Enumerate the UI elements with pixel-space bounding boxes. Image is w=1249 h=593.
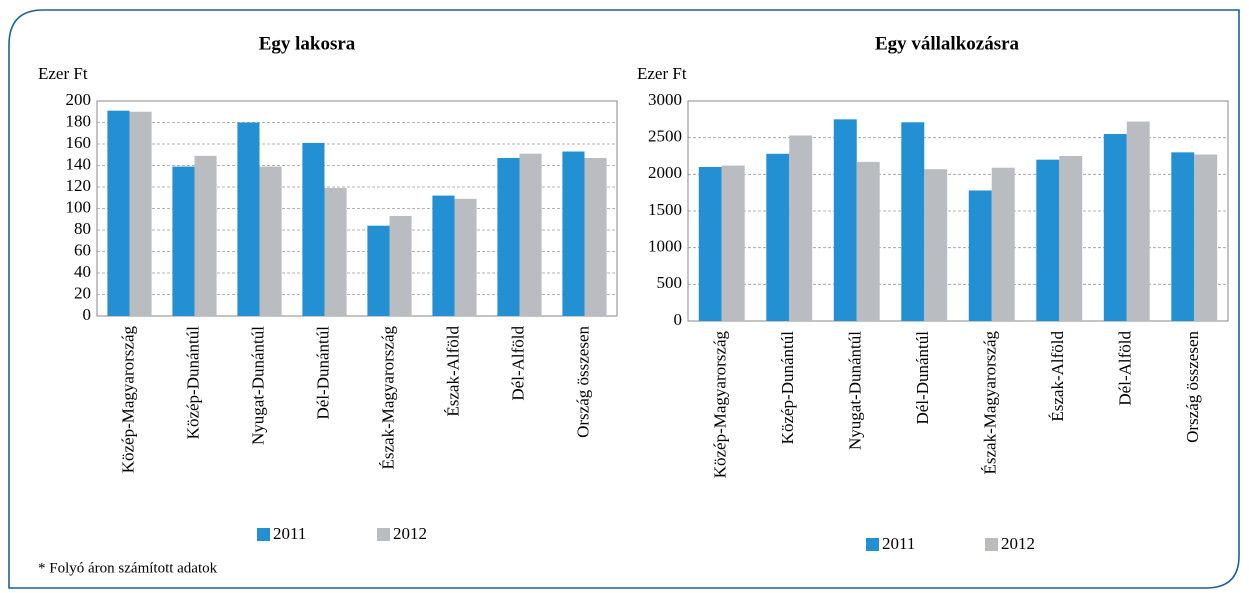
plot-border (96, 100, 618, 317)
x-tick-label: Észak-Magyarország (981, 331, 1000, 475)
footnote: * Folyó áron számított adatok (38, 560, 218, 576)
legend-label: 2011 (882, 534, 915, 553)
bar (1059, 156, 1083, 321)
x-tick-label: Közép-Dunántúl (778, 331, 797, 445)
legend-label: 2012 (393, 524, 427, 543)
bar (968, 190, 992, 321)
chart-title: Egy vállalkozásra (875, 33, 1020, 54)
bar (991, 167, 1015, 321)
x-tick-label: Közép-Magyarország (711, 331, 730, 479)
bar (367, 225, 390, 316)
bar (721, 165, 745, 321)
y-tick-label: 500 (657, 273, 683, 292)
plot-border (687, 100, 1229, 322)
y-tick-label: 180 (66, 111, 92, 130)
x-tick-label: Közép-Magyarország (118, 326, 137, 474)
bar (1194, 154, 1218, 321)
y-tick-label: 0 (83, 305, 92, 324)
legend-swatch (985, 538, 998, 551)
bar (172, 166, 195, 316)
y-tick-label: 20 (74, 283, 91, 302)
y-tick-label: 140 (66, 154, 92, 173)
bar (766, 153, 790, 321)
y-tick-label: 2000 (648, 163, 682, 182)
x-tick-label: Nyugat-Dunántúl (846, 331, 865, 450)
bar (833, 119, 857, 321)
y-tick-label: 3000 (648, 90, 682, 109)
bar (302, 142, 325, 316)
bar (432, 195, 455, 316)
y-tick-label: 1500 (648, 200, 682, 219)
bar (924, 169, 948, 321)
bar (454, 198, 477, 316)
bar (519, 153, 542, 316)
y-tick-label: 120 (66, 176, 92, 195)
y-axis-label: Ezer Ft (38, 64, 88, 83)
bar (856, 161, 880, 321)
y-tick-label: 60 (74, 240, 91, 259)
y-tick-label: 200 (66, 90, 92, 109)
y-axis-label: Ezer Ft (637, 64, 687, 83)
x-tick-label: Észak-Magyarország (378, 326, 397, 470)
frame (8, 9, 1240, 589)
y-tick-label: 2500 (648, 127, 682, 146)
bar (259, 166, 282, 316)
y-tick-label: 40 (74, 262, 91, 281)
y-tick-label: 160 (66, 133, 92, 152)
bar (789, 135, 813, 321)
x-tick-label: Ország összesen (1183, 331, 1202, 443)
bar (389, 216, 412, 316)
bar (698, 167, 722, 321)
bar (324, 188, 347, 316)
legend-label: 2011 (273, 524, 306, 543)
bar (584, 157, 607, 316)
x-tick-label: Észak-Alföld (1048, 331, 1067, 422)
bar (237, 122, 260, 316)
bar (1171, 152, 1195, 321)
x-tick-label: Észak-Alföld (443, 326, 462, 417)
y-tick-label: 0 (674, 310, 683, 329)
y-tick-label: 80 (74, 219, 91, 238)
x-tick-label: Közép-Dunántúl (183, 326, 202, 440)
bar (107, 110, 130, 316)
y-tick-label: 100 (66, 197, 92, 216)
bar (1103, 134, 1127, 321)
bar (562, 151, 585, 316)
x-tick-label: Dél-Alföld (1116, 331, 1135, 406)
bar (1036, 159, 1060, 321)
legend-label: 2012 (1001, 534, 1035, 553)
legend-swatch (377, 528, 390, 541)
bar (194, 155, 217, 316)
chart-title: Egy lakosra (259, 33, 356, 54)
y-tick-label: 1000 (648, 237, 682, 256)
x-tick-label: Ország összesen (573, 326, 592, 438)
x-tick-label: Dél-Alföld (508, 326, 527, 401)
bar (901, 122, 925, 322)
legend-swatch (257, 528, 270, 541)
legend-swatch (866, 538, 879, 551)
bar (497, 157, 520, 316)
bar (1126, 121, 1150, 322)
bar (129, 111, 152, 316)
x-tick-label: Dél-Dunántúl (913, 331, 932, 425)
x-tick-label: Dél-Dunántúl (313, 326, 332, 420)
x-tick-label: Nyugat-Dunántúl (248, 326, 267, 445)
